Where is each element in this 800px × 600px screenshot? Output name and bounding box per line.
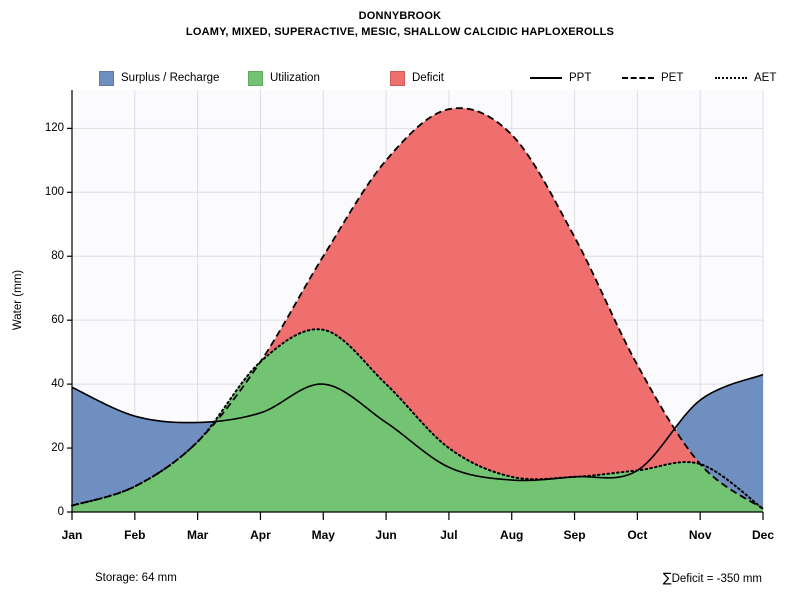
legend-label-deficit: Deficit (412, 72, 444, 84)
legend-label-pet: PET (661, 72, 684, 84)
legend-item-ppt[interactable]: PPT (530, 68, 591, 88)
y-tick-label: 0 (57, 506, 64, 518)
x-tick-label: Nov (688, 528, 712, 542)
x-tick-label: Sep (563, 528, 586, 542)
deficit-annotation-text: Deficit = -350 mm (671, 573, 762, 585)
x-tick-label: Feb (124, 528, 146, 542)
legend-swatch-utilization (248, 70, 263, 86)
x-tick-label: Apr (250, 528, 271, 542)
x-tick-label: Oct (627, 528, 648, 542)
legend-line-pet-icon (622, 71, 654, 85)
legend-item-deficit[interactable]: Deficit (390, 68, 444, 88)
y-tick-label: 100 (44, 186, 64, 199)
storage-annotation: Storage: 64 mm (95, 572, 177, 584)
y-tick-label: 40 (51, 378, 64, 391)
y-tick-label: 60 (51, 314, 64, 327)
x-tick-label: Jan (61, 528, 83, 542)
y-tick-label: 120 (44, 122, 64, 135)
deficit-annotation: ∑Deficit = -350 mm (663, 571, 762, 586)
legend-line-ppt-icon (530, 71, 562, 85)
legend-swatch-surplus (99, 70, 114, 86)
legend-label-utilization: Utilization (270, 72, 320, 84)
x-tick-label: Jun (375, 528, 397, 542)
legend-line-aet-icon (715, 71, 747, 85)
x-tick-label: Aug (500, 528, 524, 542)
legend-label-ppt: PPT (569, 72, 592, 84)
y-tick-label: 20 (51, 442, 64, 455)
legend-label-surplus: Surplus / Recharge (121, 72, 220, 84)
legend-swatch-deficit (390, 70, 405, 86)
chart-title: DONNYBROOK LOAMY, MIXED, SUPERACTIVE, ME… (0, 8, 800, 40)
legend-item-utilization[interactable]: Utilization (248, 68, 320, 88)
x-tick-label: Jul (440, 528, 458, 542)
legend-item-surplus[interactable]: Surplus / Recharge (99, 68, 219, 88)
y-tick-label: 80 (51, 250, 64, 263)
x-tick-label: Dec (751, 528, 774, 542)
chart-title-line2: LOAMY, MIXED, SUPERACTIVE, MESIC, SHALLO… (185, 26, 615, 38)
x-tick-label: May (311, 528, 335, 542)
legend-item-aet[interactable]: AET (715, 68, 776, 88)
chart-title-line1: DONNYBROOK (358, 10, 442, 22)
legend-label-aet: AET (754, 72, 777, 84)
sigma-icon: ∑ (662, 571, 672, 586)
legend-item-pet[interactable]: PET (622, 68, 683, 88)
chart-legend: Surplus / Recharge Utilization Deficit P… (95, 68, 776, 88)
x-tick-label: Mar (186, 528, 209, 542)
